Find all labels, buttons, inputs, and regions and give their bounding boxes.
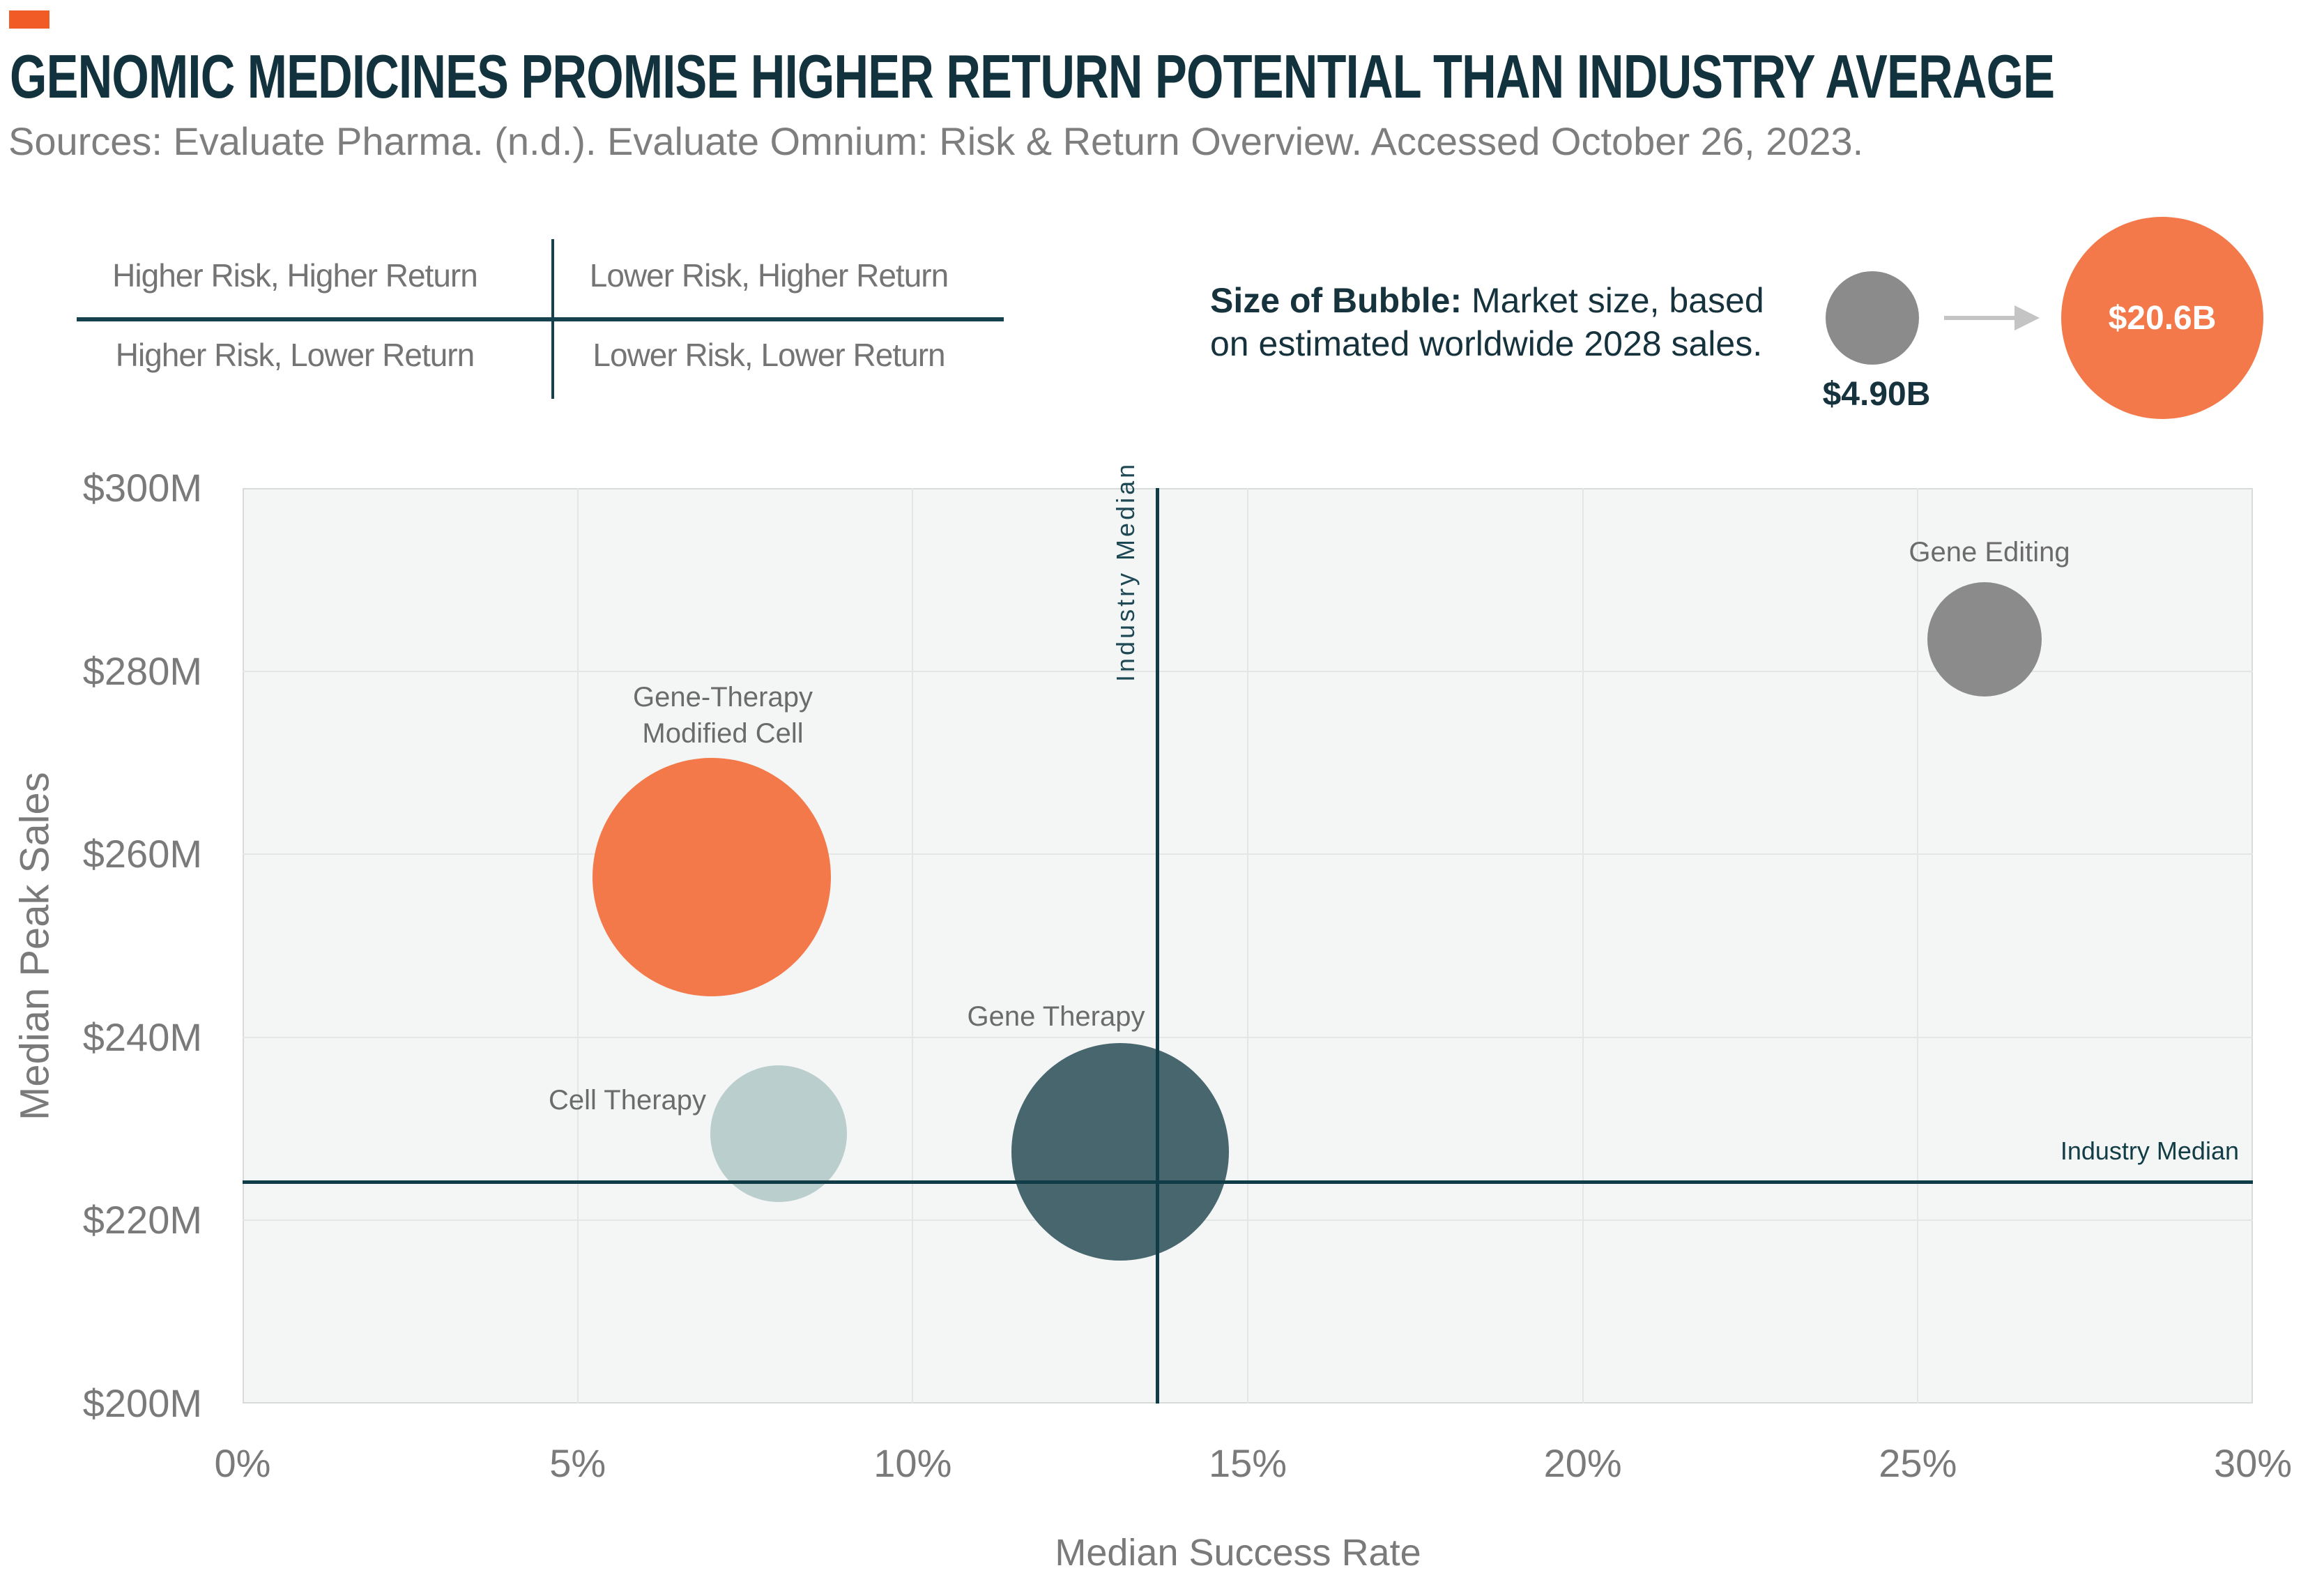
industry-median-vertical-label: Industry Median <box>1111 461 1140 682</box>
legend-large-bubble: $20.6B <box>2061 217 2263 419</box>
quadrant-label-top-left: Higher Risk, Higher Return <box>112 257 478 294</box>
y-axis-title: Median Peak Sales <box>12 772 58 1120</box>
x-tick-label: 30% <box>2213 1441 2293 1485</box>
legend-small-bubble-value: $4.90B <box>1822 376 1931 413</box>
x-gridline <box>1247 488 1248 1404</box>
industry-median-horizontal-line <box>243 1180 2253 1185</box>
bubble-size-legend-text: Size of Bubble: Market size, based on es… <box>1210 279 1764 365</box>
industry-median-horizontal-label: Industry Median <box>2060 1136 2239 1165</box>
bubble-size-legend-line1: Size of Bubble: Market size, based <box>1210 279 1764 322</box>
arrow-right-head-icon <box>2015 305 2040 330</box>
y-tick-label: $240M <box>82 1014 202 1059</box>
bubble-label-gene-editing: Gene Editing <box>1909 534 2070 570</box>
quadrant-divider-vertical <box>551 239 554 399</box>
quadrant-label-bottom-right: Lower Risk, Lower Return <box>593 337 945 373</box>
x-tick-label: 0% <box>214 1441 271 1485</box>
bubble-gene-therapy <box>1011 1042 1230 1261</box>
x-gridline <box>912 488 914 1404</box>
y-tick-label: $200M <box>82 1381 202 1425</box>
x-tick-label: 25% <box>1879 1441 1957 1485</box>
y-tick-label: $220M <box>82 1198 202 1242</box>
x-tick-label: 10% <box>873 1441 952 1485</box>
quadrant-divider-horizontal <box>77 317 1004 321</box>
bubble-size-legend-heading: Size of Bubble: <box>1210 281 1462 320</box>
bubble-gene-therapy-modified-cell <box>592 758 831 997</box>
y-tick-label: $280M <box>82 648 202 693</box>
y-tick-label: $300M <box>82 466 202 510</box>
y-tick-label: $260M <box>82 832 202 876</box>
quadrant-label-bottom-left: Higher Risk, Lower Return <box>115 337 475 373</box>
y-gridline <box>243 1036 2253 1038</box>
bubble-label-line: Gene-Therapy <box>633 682 813 713</box>
y-gridline <box>243 853 2253 855</box>
x-tick-label: 20% <box>1543 1441 1622 1485</box>
arrow-right-icon <box>1944 316 2017 320</box>
legend-small-bubble <box>1826 271 1919 365</box>
bubble-label-cell-therapy: Cell Therapy <box>549 1082 706 1118</box>
quadrant-label-top-right: Lower Risk, Higher Return <box>589 257 949 294</box>
bubble-label-line: Cell Therapy <box>548 1085 707 1116</box>
x-tick-label: 15% <box>1208 1441 1287 1485</box>
bubble-label-line: Gene Editing <box>1909 537 2070 568</box>
bubble-size-legend-line2: on estimated worldwide 2028 sales. <box>1210 324 1763 363</box>
legend-large-bubble-value: $20.6B <box>2108 299 2217 337</box>
bubble-label-line: Gene Therapy <box>967 1001 1145 1032</box>
bubble-label-gene-therapy-modified-cell: Gene-Therapy Modified Cell <box>633 679 813 752</box>
x-axis-title: Median Success Rate <box>1055 1532 1421 1574</box>
y-gridline <box>243 670 2253 672</box>
brand-accent-rect <box>9 10 49 29</box>
x-tick-label: 5% <box>549 1441 606 1485</box>
bubble-size-legend-line1-rest: Market size, based <box>1462 281 1764 320</box>
bubble-label-line: Modified Cell <box>642 718 804 749</box>
industry-median-vertical-line <box>1156 488 1160 1404</box>
x-gridline <box>1917 488 1919 1404</box>
x-gridline <box>1582 488 1584 1404</box>
bubble-label-gene-therapy: Gene Therapy <box>968 998 1145 1035</box>
x-gridline <box>576 488 579 1404</box>
page-title: GENOMIC MEDICINES PROMISE HIGHER RETURN … <box>10 42 2055 111</box>
source-citation: Sources: Evaluate Pharma. (n.d.). Evalua… <box>8 119 1864 163</box>
bubble-cell-therapy <box>710 1065 848 1202</box>
y-gridline <box>243 1219 2253 1222</box>
bubble-gene-editing <box>1927 581 2042 697</box>
